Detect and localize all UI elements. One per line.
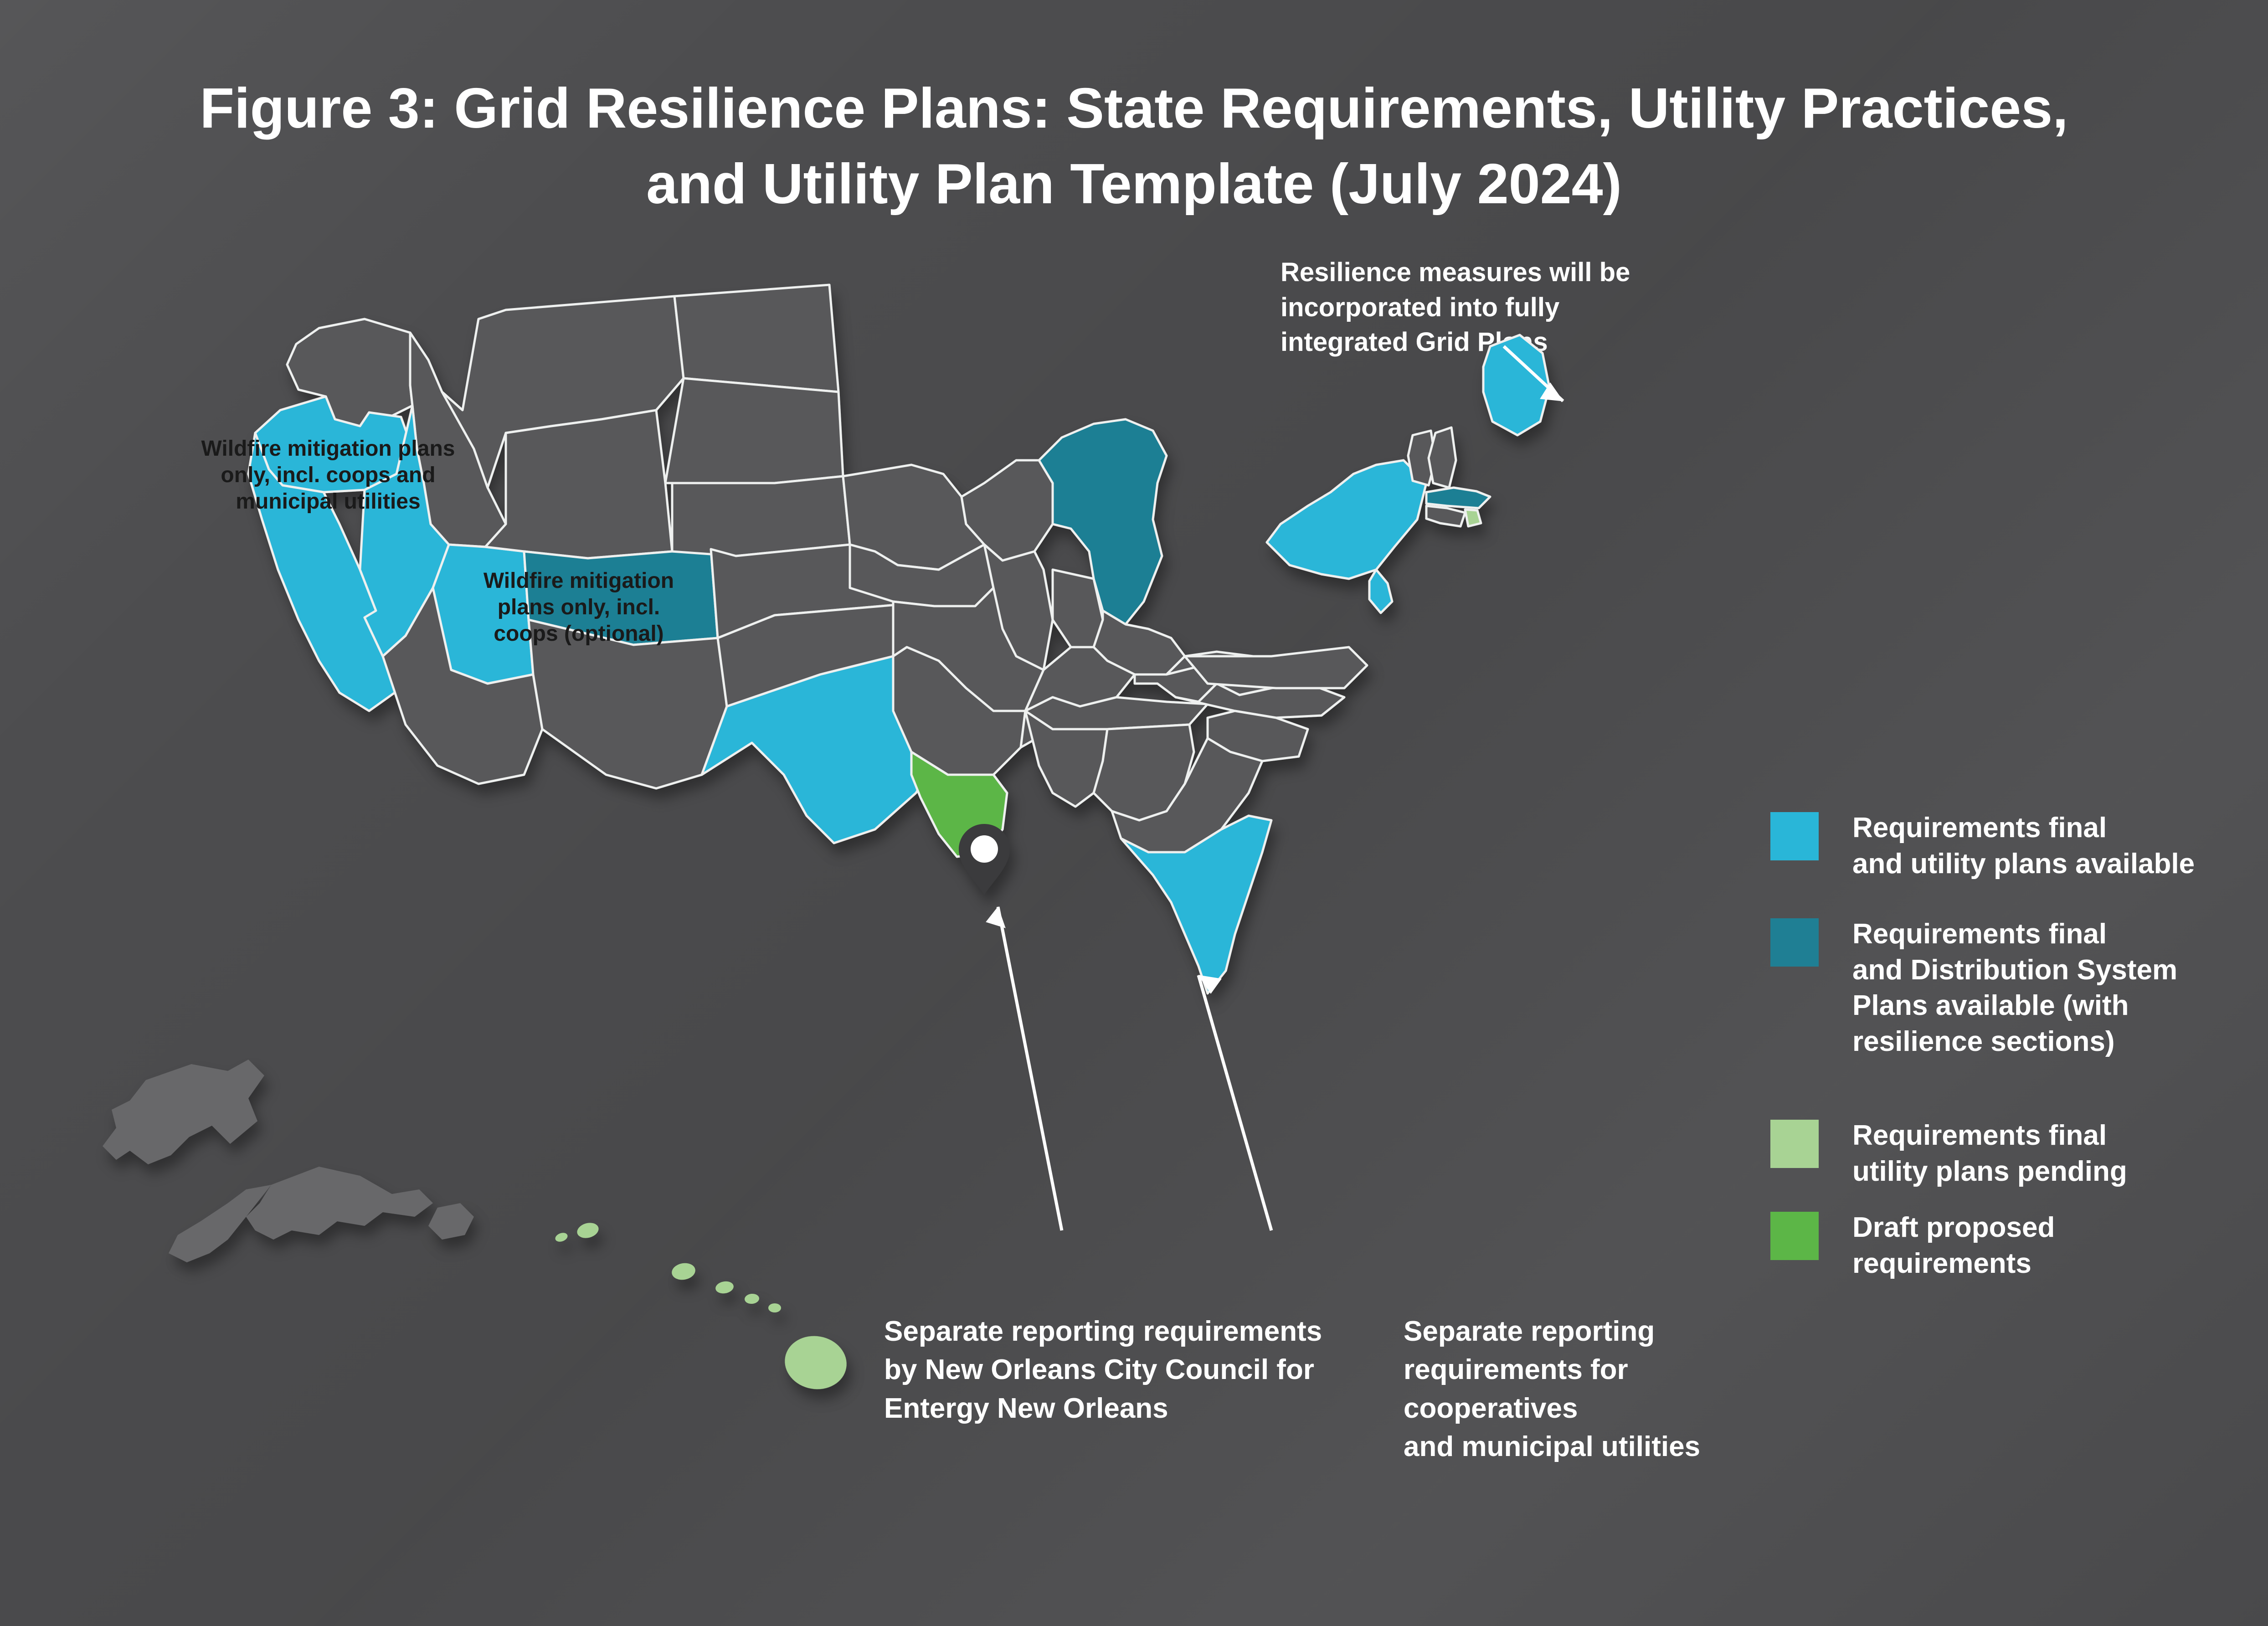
svg-text:only, incl. coops and: only, incl. coops and	[221, 463, 435, 487]
svg-text:Wildfire mitigation: Wildfire mitigation	[483, 569, 674, 593]
svg-text:Wildfire mitigation plans: Wildfire mitigation plans	[201, 437, 455, 461]
svg-text:coops (optional): coops (optional)	[494, 622, 663, 646]
svg-text:municipal utilities: municipal utilities	[236, 489, 420, 514]
svg-text:plans only, incl.: plans only, incl.	[498, 595, 660, 619]
